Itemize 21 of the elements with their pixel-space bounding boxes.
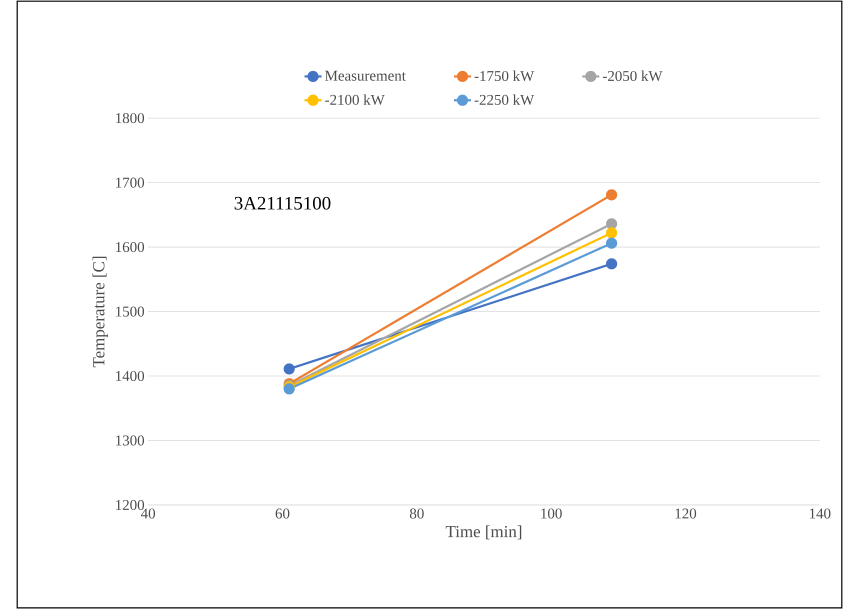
- annotation: 3A21115100: [234, 196, 330, 210]
- y-tick-label: 1500: [116, 306, 144, 317]
- legend-label: -2250 kW: [474, 94, 534, 105]
- x-tick-label: 80: [410, 508, 424, 518]
- y-tick-label: 1800: [116, 113, 144, 124]
- legend-label: -2100 kW: [325, 94, 385, 105]
- y-axis-title: Temperature [C]: [92, 256, 108, 368]
- legend-label: -2050 kW: [602, 70, 662, 82]
- x-tick-label: 140: [810, 508, 830, 518]
- x-tick-label: 40: [140, 508, 156, 518]
- y-tick-label: 1700: [116, 178, 144, 188]
- y-tick-label: 1400: [116, 370, 144, 381]
- x-tick-label: 120: [676, 508, 696, 518]
- y-tick-label: 1200: [116, 500, 144, 510]
- x-tick-label: 100: [541, 508, 562, 518]
- x-axis-title: Time [min]: [446, 525, 522, 540]
- legend-label: Measurement: [325, 70, 406, 81]
- y-tick-label: 1300: [116, 435, 144, 446]
- y-tick-label: 1600: [116, 242, 144, 252]
- legend-label: -1750 kW: [474, 70, 534, 82]
- x-tick-label: 60: [276, 508, 290, 518]
